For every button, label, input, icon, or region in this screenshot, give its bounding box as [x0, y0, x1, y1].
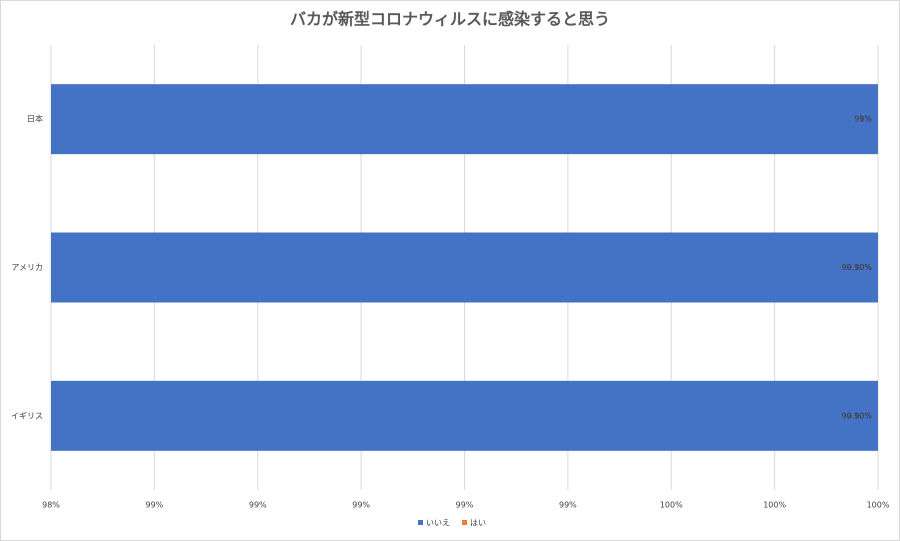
y-tick-label: イギリス — [11, 411, 43, 420]
bar-segment — [51, 84, 878, 155]
x-tick-label: 99% — [145, 501, 163, 510]
chart-title: バカが新型コロナウィルスに感染すると思う — [290, 10, 610, 29]
y-tick-label: 日本 — [27, 114, 43, 124]
x-tick-label: 100% — [763, 501, 786, 510]
x-tick-label: 100% — [867, 501, 890, 510]
x-tick-label: 99% — [352, 501, 370, 510]
x-tick-label: 100% — [660, 501, 683, 510]
x-tick-label: 99% — [559, 501, 577, 510]
value-label: 0.10% — [847, 411, 873, 420]
bar-segment — [51, 380, 878, 451]
value-label: 0.10% — [847, 263, 873, 272]
x-tick-label: 98% — [42, 501, 60, 510]
y-tick-label: アメリカ — [11, 263, 43, 272]
value-label: 99% — [854, 115, 872, 124]
legend-label: いいえ — [426, 519, 450, 528]
x-tick-label: 99% — [456, 501, 474, 510]
legend-swatch — [462, 520, 467, 525]
value-label: 99.90% — [841, 263, 872, 272]
x-tick-label: 99% — [249, 501, 267, 510]
value-label: 99.90% — [841, 411, 872, 420]
bar-segment — [51, 232, 878, 303]
value-label: 1% — [859, 115, 872, 124]
legend-swatch — [418, 520, 423, 525]
legend-label: はい — [470, 519, 486, 528]
